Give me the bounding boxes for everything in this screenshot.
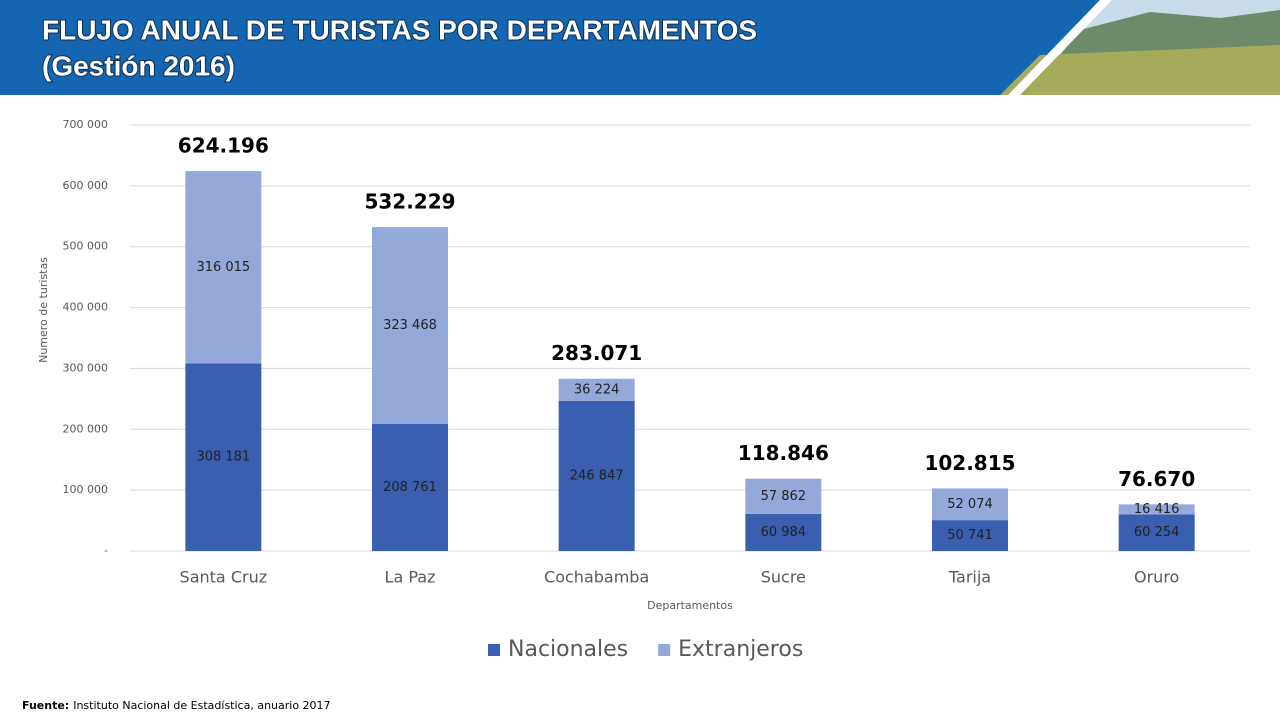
source-label: Fuente: xyxy=(22,699,69,712)
bar-segment xyxy=(558,378,635,401)
value-label: 60 984 xyxy=(761,525,807,540)
bar-segment xyxy=(1118,514,1195,551)
bar-segment xyxy=(185,363,262,551)
header-band xyxy=(0,0,1100,95)
y-tick-label: 600 000 xyxy=(63,179,109,192)
legend-swatch xyxy=(488,644,500,656)
source-text: Instituto Nacional de Estadística, anuar… xyxy=(73,699,330,712)
header-image xyxy=(1000,45,1280,95)
x-tick-label: Cochabamba xyxy=(544,568,649,587)
y-tick-label: - xyxy=(104,544,108,557)
total-label: 76.670 xyxy=(1118,467,1195,491)
legend-swatch xyxy=(658,644,671,656)
header-divider xyxy=(1008,0,1112,95)
total-label: 283.071 xyxy=(551,341,642,365)
x-tick-label: Tarija xyxy=(948,568,991,587)
y-tick-label: 300 000 xyxy=(63,361,109,374)
total-label: 532.229 xyxy=(364,190,455,214)
bar-segment xyxy=(372,423,448,551)
bar-segment xyxy=(932,488,1008,521)
x-axis-label: Departamentos xyxy=(647,599,733,612)
x-tick-label: Sucre xyxy=(761,568,806,587)
bar-segment xyxy=(558,400,635,551)
total-label: 624.196 xyxy=(178,134,269,158)
value-label: 323 468 xyxy=(383,318,437,333)
bar-segment xyxy=(185,171,262,364)
y-tick-label: 400 000 xyxy=(63,301,109,314)
bar-segment xyxy=(745,478,822,514)
value-label: 208 761 xyxy=(383,480,437,495)
y-axis-label: Numero de turistas xyxy=(37,257,50,363)
y-tick-label: 200 000 xyxy=(63,422,109,435)
value-label: 60 254 xyxy=(1134,525,1180,540)
bar-segment xyxy=(1118,504,1195,515)
header-image xyxy=(1060,10,1280,55)
bar-segment xyxy=(372,227,448,424)
subtitle: (Gestión 2016) xyxy=(42,50,235,81)
legend-label: Nacionales xyxy=(508,637,628,662)
value-label: 36 224 xyxy=(574,382,620,397)
x-tick-label: La Paz xyxy=(385,568,436,587)
value-label: 52 074 xyxy=(947,497,993,512)
value-label: 308 181 xyxy=(196,450,250,465)
x-tick-label: Santa Cruz xyxy=(180,568,268,587)
y-tick-label: 700 000 xyxy=(63,118,109,131)
y-tick-label: 500 000 xyxy=(63,240,109,253)
source: Fuente: Instituto Nacional de Estadística… xyxy=(22,699,331,712)
value-label: 246 847 xyxy=(570,468,624,483)
total-label: 118.846 xyxy=(738,441,829,465)
value-label: 316 015 xyxy=(196,260,250,275)
x-tick-label: Oruro xyxy=(1134,568,1179,587)
y-tick-label: 100 000 xyxy=(63,483,109,496)
bar-segment xyxy=(932,520,1008,551)
value-label: 57 862 xyxy=(761,489,807,504)
title: FLUJO ANUAL DE TURISTAS POR DEPARTAMENTO… xyxy=(42,14,757,45)
value-label: 50 741 xyxy=(947,528,993,543)
bar-segment xyxy=(745,513,822,551)
value-label: 16 416 xyxy=(1134,502,1180,517)
total-label: 102.815 xyxy=(924,451,1015,475)
legend-label: Extranjeros xyxy=(678,637,803,662)
